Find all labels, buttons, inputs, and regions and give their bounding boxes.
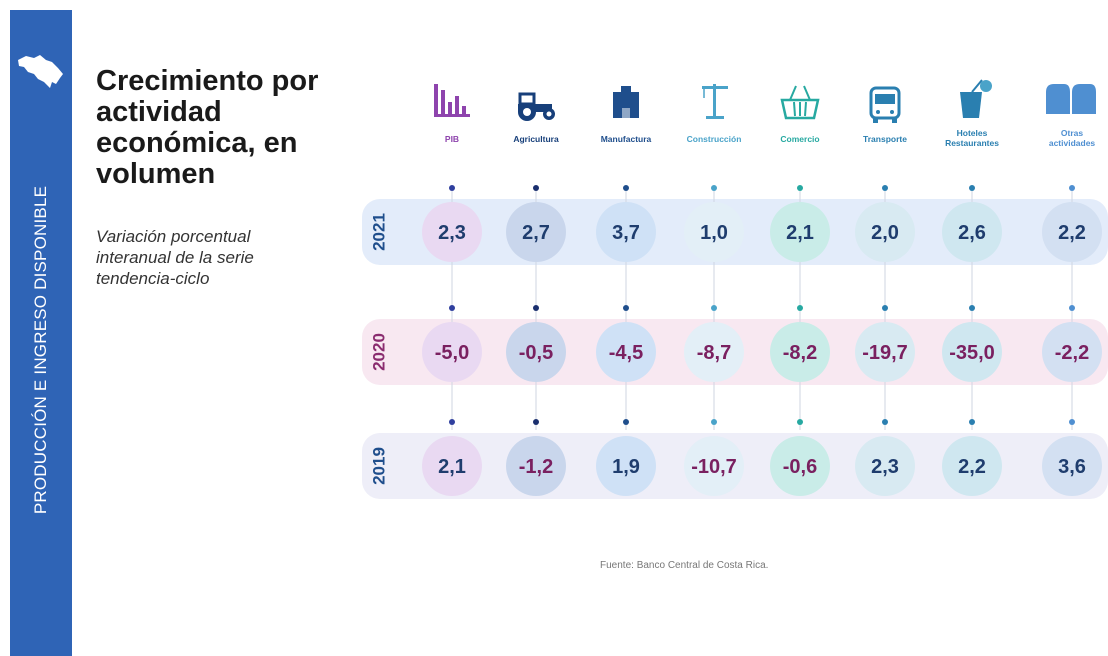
category-label: Agricultura (513, 134, 559, 144)
connector-dot (623, 305, 629, 311)
connector-dot (533, 419, 539, 425)
category-label: actividades (1049, 138, 1096, 148)
value-circle (506, 436, 566, 496)
value-label: 2,2 (958, 456, 986, 478)
connector-dot (882, 419, 888, 425)
value-circle (596, 436, 656, 496)
value-label: -10,7 (691, 456, 737, 478)
connector-dot (711, 419, 717, 425)
value-label: 2,6 (958, 222, 986, 244)
connector-dot (449, 305, 455, 311)
connector-dot (623, 419, 629, 425)
value-circle (506, 322, 566, 382)
value-label: -0,6 (783, 456, 817, 478)
value-circle (770, 202, 830, 262)
connector-dot (797, 305, 803, 311)
category-label: Restaurantes (945, 138, 999, 148)
connector-dot (711, 185, 717, 191)
connector-dot (1069, 185, 1075, 191)
connector-dot (533, 305, 539, 311)
connector-dot (533, 185, 539, 191)
value-label: 2,1 (786, 222, 814, 244)
value-circle (596, 322, 656, 382)
category-label: Construcción (687, 134, 742, 144)
value-circle (1042, 436, 1102, 496)
connector-dot (797, 419, 803, 425)
source-note: Fuente: Banco Central de Costa Rica. (600, 560, 769, 571)
value-label: -4,5 (609, 342, 643, 364)
value-circle (422, 202, 482, 262)
value-circle (855, 436, 915, 496)
connector-dot (969, 419, 975, 425)
value-label: -35,0 (949, 342, 995, 364)
category-label: Otras (1061, 128, 1083, 138)
category-label: Manufactura (601, 134, 652, 144)
value-label: 2,3 (871, 456, 899, 478)
drink-icon (960, 79, 992, 118)
connector-dot (969, 185, 975, 191)
value-label: 3,6 (1058, 456, 1086, 478)
value-label: 2,1 (438, 456, 466, 478)
value-circle (422, 322, 482, 382)
connector-dot (449, 185, 455, 191)
connector-dot (449, 419, 455, 425)
value-label: 2,3 (438, 222, 466, 244)
factory-icon (613, 86, 639, 118)
value-circle (770, 436, 830, 496)
connector-dot (797, 185, 803, 191)
value-circle (684, 202, 744, 262)
category-label: Comercio (780, 134, 819, 144)
value-label: 2,0 (871, 222, 899, 244)
value-circle (942, 322, 1002, 382)
sidebar: PRODUCCIÓN E INGRESO DISPONIBLE (10, 10, 72, 656)
connector-dot (969, 305, 975, 311)
connector-dot (1069, 305, 1075, 311)
value-circle (1042, 322, 1102, 382)
connector-dot (711, 305, 717, 311)
costa-rica-map-icon (18, 55, 63, 88)
value-label: -1,2 (519, 456, 553, 478)
value-circle (942, 202, 1002, 262)
basket-icon (780, 85, 820, 120)
tractor-icon (518, 92, 555, 121)
value-label: 2,2 (1058, 222, 1086, 244)
value-circle (506, 202, 566, 262)
value-circle (1042, 202, 1102, 262)
value-label: 1,0 (700, 222, 728, 244)
value-label: -8,2 (783, 342, 817, 364)
crane-icon (702, 84, 728, 119)
value-label: -8,7 (697, 342, 731, 364)
value-label: -19,7 (862, 342, 908, 364)
category-label: Transporte (863, 134, 907, 144)
value-label: -0,5 (519, 342, 553, 364)
value-circle (422, 436, 482, 496)
page-subtitle: Variación porcentual interanual de la se… (96, 227, 254, 288)
value-label: -2,2 (1055, 342, 1089, 364)
value-circle (684, 436, 744, 496)
bar-chart-icon (434, 84, 470, 117)
year-label-2021: 2021 (369, 213, 388, 251)
value-label: -5,0 (435, 342, 469, 364)
value-circle (942, 436, 1002, 496)
value-circle (596, 202, 656, 262)
value-circle (855, 202, 915, 262)
bus-icon (869, 86, 901, 123)
connector-dot (1069, 419, 1075, 425)
seats-icon (1046, 84, 1096, 114)
value-circle (770, 322, 830, 382)
year-label-2020: 2020 (369, 333, 388, 371)
connector-dot (882, 185, 888, 191)
value-label: 1,9 (612, 456, 640, 478)
category-label: Hoteles (957, 128, 988, 138)
connector-dot (623, 185, 629, 191)
value-label: 2,7 (522, 222, 550, 244)
connector-dot (882, 305, 888, 311)
value-circle (684, 322, 744, 382)
value-circle (855, 322, 915, 382)
year-label-2019: 2019 (369, 447, 388, 485)
page-title: Crecimiento por actividad económica, en … (96, 65, 319, 190)
value-label: 3,7 (612, 222, 640, 244)
category-label: PIB (445, 134, 459, 144)
